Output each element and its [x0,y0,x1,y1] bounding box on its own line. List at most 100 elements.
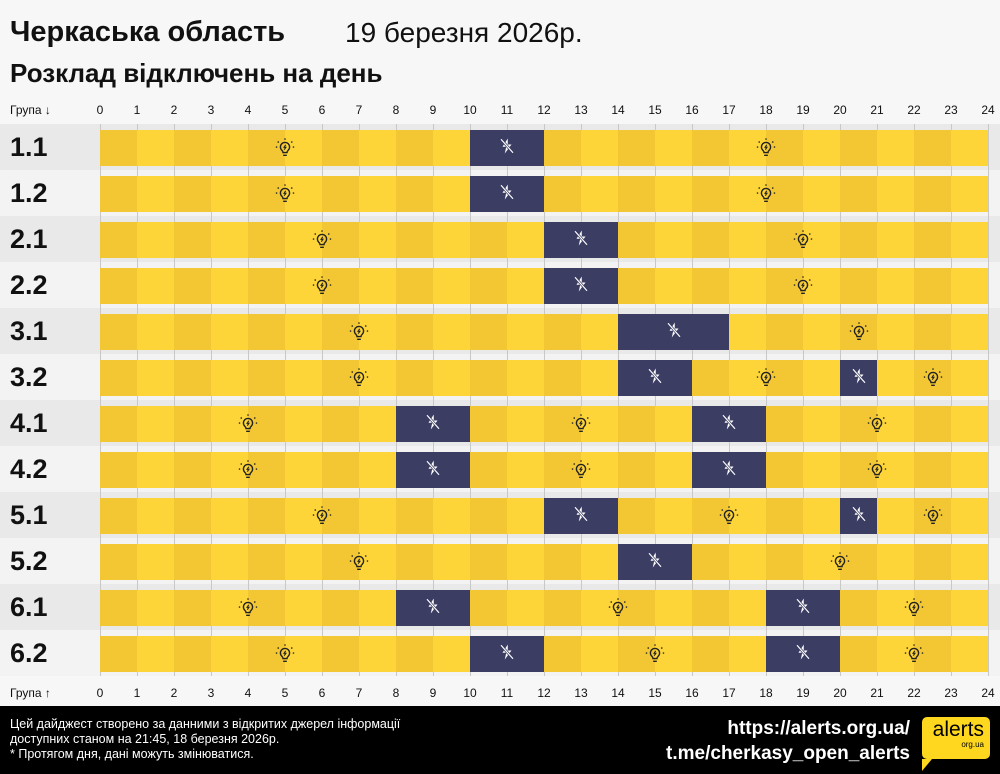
power-on-cell [877,176,914,212]
hour-tick: 1 [133,103,141,117]
power-on-cell [840,544,877,580]
power-on-cell [581,452,618,488]
hour-tick: 7 [355,103,363,117]
hour-tick: 19 [796,686,810,700]
power-on-cell [396,176,433,212]
no-power-icon [720,459,738,482]
hour-gridline [544,124,545,676]
power-on-cell [581,176,618,212]
hour-gridline [877,124,878,676]
power-on-cell [470,498,507,534]
power-on-cell [137,130,174,166]
power-on-cell [766,130,803,166]
no-power-icon [498,643,516,666]
power-on-cell [470,314,507,350]
power-on-cell [396,360,433,396]
power-off-block [544,222,618,258]
power-on-cell [914,406,951,442]
lightbulb-icon [274,137,296,159]
hour-tick: 10 [463,686,477,700]
power-on-cell [433,268,470,304]
power-on-cell [359,268,396,304]
footer-note-line: * Протягом дня, дані можуть змінюватися. [10,747,254,761]
power-on-cell [581,130,618,166]
power-on-cell [248,176,285,212]
power-on-cell [507,360,544,396]
hour-tick: 3 [207,103,215,117]
power-on-cell [100,314,137,350]
no-power-icon [665,321,683,344]
power-on-cell [322,130,359,166]
power-on-cell [470,268,507,304]
power-on-cell [174,452,211,488]
power-on-cell [618,452,655,488]
power-on-cell [951,452,988,488]
power-on-cell [766,498,803,534]
power-on-cell [359,314,396,350]
power-off-block [470,130,544,166]
power-on-cell [655,590,692,626]
power-on-cell [914,130,951,166]
power-on-cell [581,636,618,672]
power-on-cell [618,268,655,304]
power-on-cell [285,544,322,580]
power-on-cell [655,268,692,304]
hour-tick: 19 [796,103,810,117]
power-on-cell [581,314,618,350]
power-on-cell [803,544,840,580]
power-on-cell [322,406,359,442]
power-on-cell [507,314,544,350]
power-on-cell [285,268,322,304]
power-on-cell [433,544,470,580]
power-on-cell [359,176,396,212]
power-on-cell [211,130,248,166]
power-on-cell [359,406,396,442]
power-on-cell [544,360,581,396]
hour-tick: 21 [870,103,884,117]
hour-tick: 22 [907,686,921,700]
power-on-cell [433,360,470,396]
hour-tick: 23 [944,686,958,700]
hour-gridline [396,124,397,676]
website-link[interactable]: https://alerts.org.ua/ [727,718,910,739]
hour-tick: 9 [429,686,437,700]
power-on-cell [951,130,988,166]
group-label: 2.1 [10,224,48,254]
power-on-cell [729,360,766,396]
hour-tick: 22 [907,103,921,117]
power-on-cell [803,176,840,212]
power-on-cell [359,590,396,626]
power-on-cell [137,268,174,304]
power-on-cell [581,360,618,396]
power-on-cell [840,590,877,626]
power-off-block [396,452,470,488]
power-off-block [766,590,840,626]
power-off-block [544,498,618,534]
power-on-cell [840,176,877,212]
power-on-cell [174,406,211,442]
lightbulb-icon [922,505,944,527]
power-on-cell [803,222,840,258]
power-on-cell [544,544,581,580]
lightbulb-icon [848,321,870,343]
hour-tick: 20 [833,103,847,117]
hour-tick: 2 [170,103,178,117]
power-on-cell [877,636,914,672]
power-on-cell [766,176,803,212]
hour-tick: 6 [318,686,326,700]
power-on-cell [914,636,951,672]
group-label: 6.1 [10,592,48,622]
power-on-cell [396,130,433,166]
power-on-cell [211,222,248,258]
power-on-cell [692,360,729,396]
power-on-cell [174,590,211,626]
power-on-cell [951,176,988,212]
hour-tick: 11 [500,686,514,700]
power-on-cell [729,544,766,580]
hour-gridline [359,124,360,676]
power-on-cell [359,360,396,396]
power-on-cell [433,498,470,534]
power-on-cell [618,406,655,442]
telegram-link[interactable]: t.me/cherkasy_open_alerts [666,743,910,764]
power-on-cell [692,636,729,672]
